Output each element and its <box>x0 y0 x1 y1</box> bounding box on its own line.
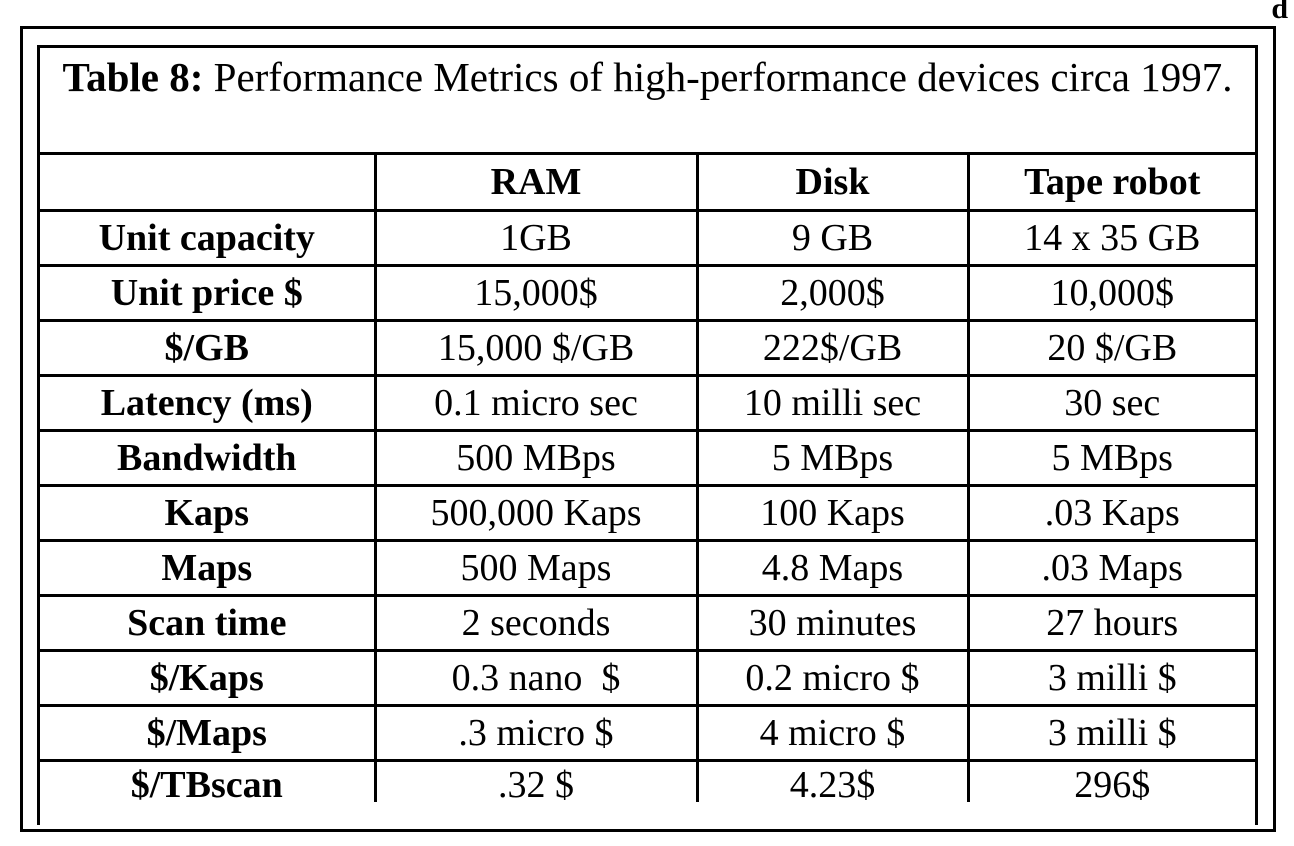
table-cell: 0.2 micro $ <box>697 650 970 707</box>
table-cell: 4.23$ <box>697 760 970 802</box>
table-caption-label: Table 8: <box>62 54 204 100</box>
table-cell: 3 milli $ <box>968 705 1255 762</box>
table-cell: 500 MBps <box>375 430 699 487</box>
row-label: Kaps <box>40 485 377 542</box>
row-label-text: $/TBscan <box>130 763 283 802</box>
row-label: $/Kaps <box>40 650 377 707</box>
table-cell: 20 $/GB <box>968 320 1255 377</box>
table-cell: 2,000$ <box>697 265 970 322</box>
row-label: Maps <box>40 540 377 597</box>
table-cell: 0.1 micro sec <box>375 375 699 432</box>
row-label: $/Maps <box>40 705 377 762</box>
table-cell: 14 x 35 GB <box>968 210 1255 267</box>
table-cell: 4 micro $ <box>697 705 970 762</box>
table-cell: .03 Kaps <box>968 485 1255 542</box>
table-cell: 500 Maps <box>375 540 699 597</box>
row-label: Latency (ms) <box>40 375 377 432</box>
table-row: $/Kaps 0.3 nano $ 0.2 micro $ 3 milli $ <box>40 650 1255 707</box>
table-cell: 500,000 Kaps <box>375 485 699 542</box>
table-cell: 222$/GB <box>697 320 970 377</box>
table-cell-text: 296$ <box>1074 763 1151 802</box>
table-inner-frame: Table 8: Performance Metrics of high-per… <box>37 45 1258 825</box>
table-cell: 1GB <box>375 210 699 267</box>
table-cell: 9 GB <box>697 210 970 267</box>
table-cell-text: 4.23$ <box>789 763 876 802</box>
table-cell: 10,000$ <box>968 265 1255 322</box>
table-cell: 296$ <box>968 760 1255 802</box>
table-outer-frame: Table 8: Performance Metrics of high-per… <box>20 26 1276 832</box>
table-row: Unit capacity 1GB 9 GB 14 x 35 GB <box>40 210 1255 267</box>
header-cell-disk: Disk <box>697 155 970 212</box>
table-cell: 15,000$ <box>375 265 699 322</box>
table-row: Unit price $ 15,000$ 2,000$ 10,000$ <box>40 265 1255 322</box>
table-cell-text: .32 $ <box>498 763 574 802</box>
table-cell: 10 milli sec <box>697 375 970 432</box>
table-row: Scan time 2 seconds 30 minutes 27 hours <box>40 595 1255 652</box>
table-caption: Table 8: Performance Metrics of high-per… <box>40 48 1255 155</box>
row-label: Unit price $ <box>40 265 377 322</box>
header-cell-ram: RAM <box>375 155 699 212</box>
page-corner-mark: d <box>1271 0 1288 25</box>
row-label: Unit capacity <box>40 210 377 267</box>
table-cell: 5 MBps <box>697 430 970 487</box>
table-cell: .3 micro $ <box>375 705 699 762</box>
table-row: Latency (ms) 0.1 micro sec 10 milli sec … <box>40 375 1255 432</box>
table-cell: 4.8 Maps <box>697 540 970 597</box>
performance-metrics-table: RAM Disk Tape robot Unit capacity 1GB 9 … <box>40 155 1255 802</box>
table-cell: 2 seconds <box>375 595 699 652</box>
header-cell-tape-robot: Tape robot <box>968 155 1255 212</box>
table-cell: .32 $ <box>375 760 699 802</box>
table-row: $/TBscan .32 $ 4.23$ 296$ <box>40 760 1255 802</box>
table-cell: .03 Maps <box>968 540 1255 597</box>
table-cell: 30 sec <box>968 375 1255 432</box>
table-cell: 5 MBps <box>968 430 1255 487</box>
table-cell: 30 minutes <box>697 595 970 652</box>
header-row: RAM Disk Tape robot <box>40 155 1255 212</box>
table-cell: 3 milli $ <box>968 650 1255 707</box>
table-cell: 15,000 $/GB <box>375 320 699 377</box>
row-label: $/TBscan <box>40 760 377 802</box>
table-caption-text: Performance Metrics of high-performance … <box>213 54 1233 100</box>
table-row: Maps 500 Maps 4.8 Maps .03 Maps <box>40 540 1255 597</box>
table-row: Bandwidth 500 MBps 5 MBps 5 MBps <box>40 430 1255 487</box>
row-label: Bandwidth <box>40 430 377 487</box>
row-label: Scan time <box>40 595 377 652</box>
table-row: Kaps 500,000 Kaps 100 Kaps .03 Kaps <box>40 485 1255 542</box>
table-cell: 27 hours <box>968 595 1255 652</box>
table-cell: 0.3 nano $ <box>375 650 699 707</box>
header-cell-empty <box>40 155 377 212</box>
row-label: $/GB <box>40 320 377 377</box>
table-row: $/Maps .3 micro $ 4 micro $ 3 milli $ <box>40 705 1255 762</box>
table-cell: 100 Kaps <box>697 485 970 542</box>
table-row: $/GB 15,000 $/GB 222$/GB 20 $/GB <box>40 320 1255 377</box>
